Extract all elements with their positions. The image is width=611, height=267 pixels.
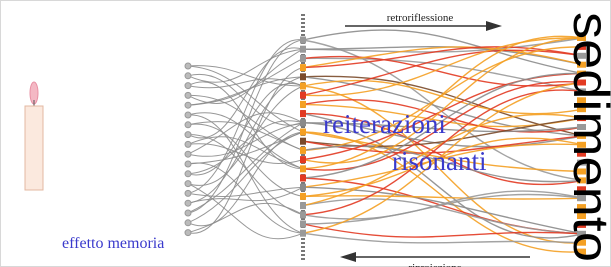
left-node [185, 230, 191, 236]
middle-node [300, 202, 306, 209]
middle-node [300, 175, 306, 182]
left-node [185, 83, 191, 89]
middle-node [300, 73, 306, 80]
left-node [185, 112, 191, 118]
left-node [185, 122, 191, 128]
middle-node [300, 129, 306, 136]
left-node [185, 73, 191, 79]
middle-node [300, 83, 306, 90]
left-node [185, 102, 191, 108]
left-node [185, 190, 191, 196]
diagram: retroriflessione riproiezione reiterazio… [0, 0, 611, 267]
middle-node [300, 119, 306, 126]
right-label: sedimento [563, 12, 611, 262]
middle-node [300, 138, 306, 145]
middle-node [300, 110, 306, 117]
candle-body [25, 106, 43, 190]
left-node [185, 161, 191, 167]
middle-node [300, 193, 306, 200]
middle-node [300, 156, 306, 163]
middle-node [300, 64, 306, 71]
left-node [185, 151, 191, 157]
left-node [185, 181, 191, 187]
middle-node [300, 92, 306, 99]
middle-node [300, 101, 306, 108]
middle-node [300, 55, 306, 62]
left-node [185, 132, 191, 138]
middle-node [300, 184, 306, 191]
left-node [185, 92, 191, 98]
middle-node [300, 147, 306, 154]
left-node [185, 171, 191, 177]
middle-node [300, 211, 306, 218]
left-label: effetto memoria [62, 235, 164, 252]
left-node [185, 63, 191, 69]
middle-node [300, 46, 306, 53]
left-node [185, 210, 191, 216]
middle-node [300, 37, 306, 44]
middle-node [300, 221, 306, 228]
bottom-arrow-label: riproiezione [408, 262, 461, 267]
middle-node [300, 230, 306, 237]
left-node [185, 141, 191, 147]
center-label: reiterazioni [323, 109, 446, 139]
top-arrow-label: retroriflessione [387, 12, 454, 24]
left-node [185, 220, 191, 226]
middle-node [300, 165, 306, 172]
center-label: risonanti [392, 146, 487, 176]
left-node [185, 200, 191, 206]
